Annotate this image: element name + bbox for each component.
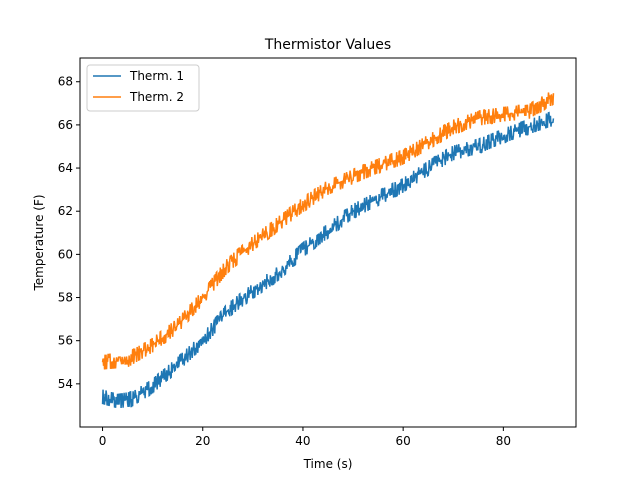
series-line-2 xyxy=(101,92,555,370)
x-tick-label-4: 80 xyxy=(496,434,511,448)
y-tick-label-5: 64 xyxy=(58,161,73,175)
series-line-1 xyxy=(101,111,555,408)
y-tick-label-0: 54 xyxy=(58,377,73,391)
y-tick-label-3: 60 xyxy=(58,247,73,261)
chart-title: Thermistor Values xyxy=(264,37,391,53)
x-tick-label-3: 60 xyxy=(396,434,411,448)
x-axis: 0 20 40 60 80 xyxy=(99,427,511,448)
legend-label-1: Therm. 1 xyxy=(129,69,184,83)
y-tick-label-7: 68 xyxy=(58,75,73,89)
x-tick-label-2: 40 xyxy=(295,434,310,448)
series-layer xyxy=(101,92,555,408)
y-tick-label-4: 62 xyxy=(58,204,73,218)
y-tick-label-2: 58 xyxy=(58,291,73,305)
plot-frame xyxy=(79,57,577,428)
x-tick-label-1: 20 xyxy=(195,434,210,448)
y-axis-label: Temperature (F) xyxy=(32,194,46,291)
legend-label-2: Therm. 2 xyxy=(129,90,184,104)
y-axis: 54 56 58 60 62 64 66 68 xyxy=(58,75,80,391)
legend: Therm. 1 Therm. 2 xyxy=(86,64,200,112)
y-tick-label-6: 66 xyxy=(58,118,73,132)
x-tick-label-0: 0 xyxy=(99,434,107,448)
x-axis-label: Time (s) xyxy=(303,457,353,471)
y-tick-label-1: 56 xyxy=(58,334,73,348)
